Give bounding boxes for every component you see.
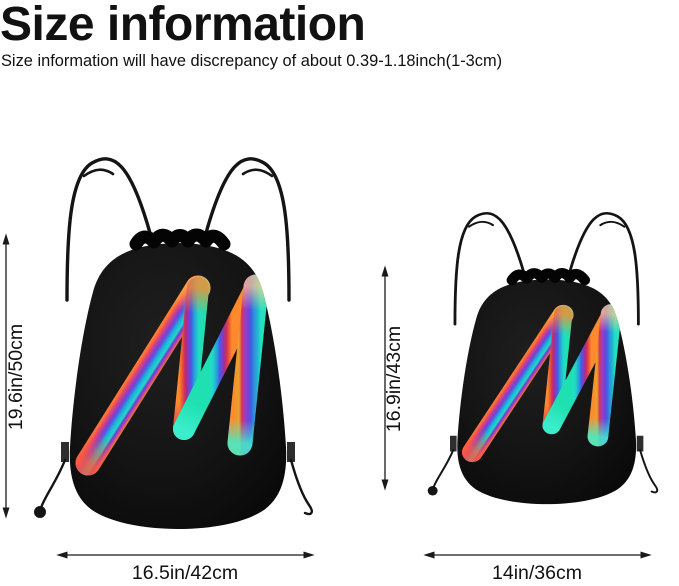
svg-text:16.9in/43cm: 16.9in/43cm [383,326,405,432]
svg-text:16.5in/42cm: 16.5in/42cm [132,562,238,584]
svg-text:19.6in/50cm: 19.6in/50cm [5,324,27,430]
svg-text:14in/36cm: 14in/36cm [492,562,582,584]
